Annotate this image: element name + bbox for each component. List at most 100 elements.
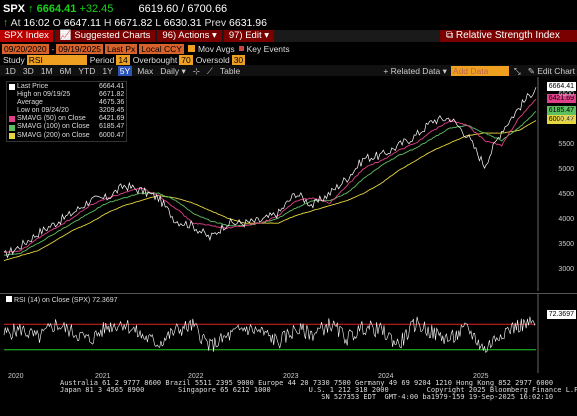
add-data-input[interactable]: Add Data (450, 65, 509, 76)
footer-line: Australia 61 2 9777 8600 Brazil 5511 239… (60, 379, 554, 387)
study-title: ⧉ Relative Strength Index (440, 30, 577, 42)
key-events-label: Key Events (246, 43, 290, 54)
x-tick-label: 2024 (378, 373, 394, 380)
legend-value: 6421.69 (99, 115, 125, 123)
zoom-icon[interactable]: ⤡ (513, 65, 521, 76)
last-price: 6664.41 (36, 3, 77, 15)
mov-avgs-checkbox[interactable] (187, 45, 195, 52)
y-tick-label: 3000 (558, 265, 574, 273)
up-arrow-icon: ↑ (3, 17, 9, 29)
period-bar: 1D 3D 1M 6M YTD 1Y 5Y Max Daily ▾ ⊹ ⟋ Table + R… (0, 65, 577, 76)
y-tick-label: 6500 (558, 90, 574, 98)
legend-swatch (9, 92, 15, 98)
rsi-panel[interactable]: RSI (14) on Close (SPX) 72.3697 72.3697 (0, 293, 577, 373)
x-tick-label: 2023 (283, 373, 299, 380)
y-tick-label: 5500 (558, 140, 574, 148)
rsi-value-tag: 72.3697 (546, 310, 576, 319)
legend-label: Last Price (17, 83, 49, 90)
legend-swatch (9, 108, 15, 114)
edit-chart-button[interactable]: ✎ Edit Chart (527, 65, 575, 76)
legend-label: SMAVG (50) on Close (17, 115, 86, 123)
at-label: At (10, 17, 21, 29)
edit-icon: 97) (228, 30, 246, 41)
up-arrow-icon: ↑ (28, 3, 34, 15)
period-field[interactable]: 14 (116, 54, 130, 65)
bid-ask: 6619.60 / 6700.66 (138, 3, 228, 15)
legend-label: Low on 09/24/20 (17, 107, 69, 115)
range-separator: - (51, 43, 55, 54)
period-button-max[interactable]: Max (137, 65, 154, 76)
edit-label: Edit (245, 30, 262, 41)
legend-value: 6000.47 (99, 131, 125, 139)
rsi-line (3, 316, 536, 353)
legend-row: SMAVG (200) on Close 6000.47 (9, 132, 124, 140)
legend-swatch (9, 100, 15, 106)
legend-value: 6671.82 (99, 91, 125, 99)
currency-select[interactable]: Local CCY (139, 43, 184, 54)
period-button-3d[interactable]: 3D (22, 65, 34, 76)
footer-line: Japan 81 3 4565 8900 Singapore 65 6212 1… (60, 386, 577, 395)
actions-icon: 96) (162, 30, 179, 41)
ticker-symbol: SPX (3, 3, 26, 15)
y-value-tag: 6185.47 (546, 106, 576, 116)
chart-legend: Last Price 6664.41 High on 09/19/25 6671.82… (6, 81, 128, 142)
x-tick-label: 2020 (8, 373, 24, 380)
quote-header: SPX ↑ 6664.41 +32.45 6619.60 / 6700.66 ↑… (0, 0, 577, 30)
legend-swatch (9, 84, 15, 91)
frequency-select[interactable]: Daily ▾ (160, 65, 186, 76)
series-line-last-price (3, 87, 537, 259)
x-tick-label: 2021 (95, 373, 111, 380)
range-bar: 09/20/2020 - 09/19/2025 Last Px Local CC… (0, 43, 577, 54)
oversold-field[interactable]: 30 (231, 54, 246, 65)
legend-row: Average 4675.36 (9, 99, 124, 107)
legend-value: 6664.41 (99, 83, 125, 90)
overbought-field[interactable]: 70 (179, 54, 193, 65)
series-line-smavg-50 (4, 99, 537, 253)
legend-label: SMAVG (200) on Close (17, 131, 90, 139)
prev-value: 6631.96 (229, 17, 267, 29)
y-tick-label: 6000 (558, 115, 574, 123)
legend-value: 6185.47 (99, 123, 125, 131)
actions-button[interactable]: 96) Actions ▾ (157, 30, 222, 42)
crosshair-icon[interactable]: ⊹ (192, 65, 200, 76)
table-button[interactable]: Table (219, 65, 241, 76)
price-chart[interactable]: Last Price 6664.41 High on 09/19/25 6671.82… (0, 77, 577, 291)
start-date-field[interactable]: 09/20/2020 (2, 43, 49, 54)
study-select[interactable]: RSI (26, 54, 87, 65)
low-label: L (155, 17, 161, 29)
open-label: O (52, 17, 61, 29)
legend-swatch (9, 132, 15, 139)
high-label: H (103, 17, 112, 29)
legend-row: SMAVG (100) on Close 6185.47 (9, 123, 124, 131)
y-value-tag: 6421.69 (546, 94, 576, 104)
legend-value: 4675.36 (99, 99, 125, 107)
y-tick-label: 4000 (558, 215, 574, 223)
price-type-select[interactable]: Last Px (104, 43, 138, 54)
rsi-legend: RSI (14) on Close (SPX) 72.3697 (6, 296, 118, 304)
footer: Australia 61 2 9777 8600 Brazil 5511 239… (0, 379, 577, 416)
actions-label: Actions (178, 30, 210, 41)
legend-row: SMAVG (50) on Close 6421.69 (9, 115, 124, 123)
suggested-charts-button[interactable]: 📈 Suggested Charts (54, 30, 156, 42)
rsi-chart-svg (0, 293, 577, 373)
line-tool-icon[interactable]: ⟋ (206, 65, 213, 76)
security-field[interactable]: SPX Index (0, 30, 53, 42)
y-tick-label: 5000 (558, 165, 574, 173)
price-change: +32.45 (79, 3, 114, 15)
period-button-6m[interactable]: 6M (59, 65, 72, 76)
period-button-1m[interactable]: 1M (40, 65, 53, 76)
period-button-5y[interactable]: 5Y (117, 65, 133, 76)
x-tick-label: 2025 (473, 373, 489, 380)
period-button-ytd[interactable]: YTD (78, 65, 96, 76)
period-button-1y[interactable]: 1Y (102, 65, 113, 76)
key-events-checkbox[interactable] (238, 46, 244, 51)
edit-button[interactable]: 97) Edit ▾ (223, 30, 275, 42)
study-bar: Study RSI Period 14 Overbought 70 Overso… (0, 54, 577, 65)
high-value: 6671.82 (114, 17, 153, 29)
related-data-button[interactable]: + Related Data ▾ (383, 65, 447, 76)
end-date-field[interactable]: 09/19/2025 (56, 43, 103, 54)
legend-label: Average (17, 99, 43, 107)
study-label: Study (3, 54, 25, 65)
period-button-1d[interactable]: 1D (5, 65, 16, 76)
series-line-smavg-100 (3, 110, 537, 256)
